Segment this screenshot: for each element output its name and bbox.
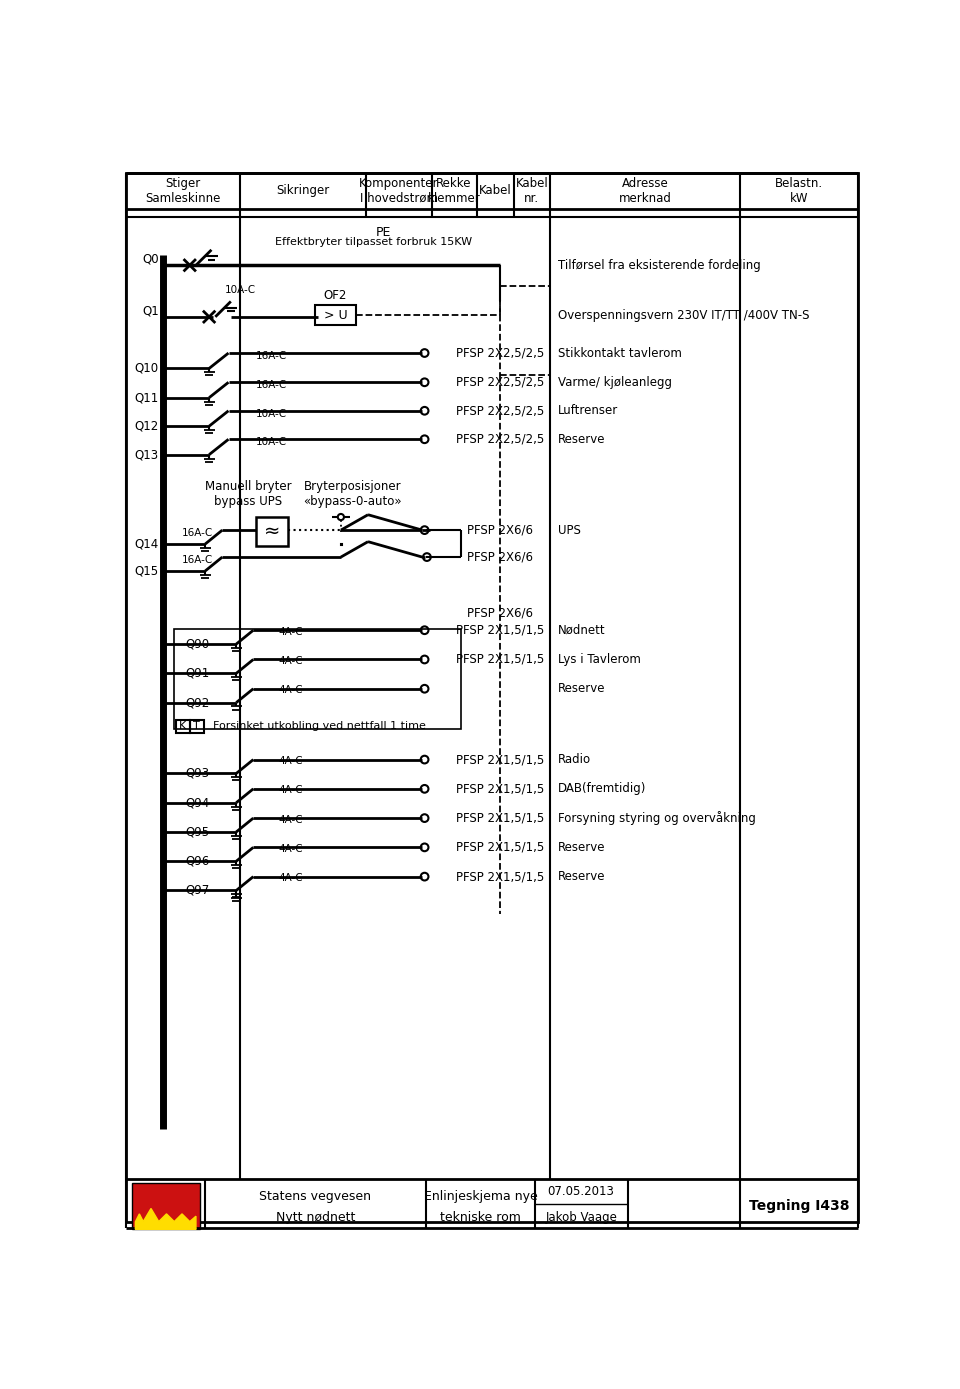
Text: Radio: Radio — [558, 753, 591, 767]
Text: 16A-C: 16A-C — [181, 556, 213, 565]
Text: PFSP 2X6/6: PFSP 2X6/6 — [467, 607, 533, 619]
Text: Rekke
klemmer: Rekke klemmer — [427, 176, 480, 204]
Polygon shape — [135, 1221, 196, 1229]
Text: Q93: Q93 — [186, 767, 210, 781]
Text: Q14: Q14 — [134, 538, 158, 550]
Text: Q95: Q95 — [186, 825, 210, 839]
Text: Tilførsel fra eksisterende fordeling: Tilførsel fra eksisterende fordeling — [558, 258, 760, 272]
Text: PFSP 2X1,5/1,5: PFSP 2X1,5/1,5 — [456, 782, 544, 796]
Text: PFSP 2X2,5/2,5: PFSP 2X2,5/2,5 — [456, 404, 544, 417]
Bar — [132, 1183, 200, 1229]
Text: K: K — [180, 721, 186, 732]
Text: Manuell bryter
bypass UPS: Manuell bryter bypass UPS — [204, 481, 291, 508]
Bar — [315, 306, 355, 325]
Text: 10A-C: 10A-C — [255, 438, 287, 447]
Text: Q91: Q91 — [186, 667, 210, 679]
Text: Stikkontakt tavlerom: Stikkontakt tavlerom — [558, 346, 682, 360]
Text: Adresse
merknad: Adresse merknad — [618, 176, 671, 204]
Text: Q94: Q94 — [186, 796, 210, 810]
Text: ≈: ≈ — [264, 522, 280, 542]
Text: 10A-C: 10A-C — [255, 408, 287, 419]
Text: Reserve: Reserve — [558, 840, 606, 854]
Bar — [175, 629, 461, 729]
Text: Forsinket utkobling ved nettfall 1 time: Forsinket utkobling ved nettfall 1 time — [213, 721, 426, 732]
Text: PFSP 2X2,5/2,5: PFSP 2X2,5/2,5 — [456, 346, 544, 360]
Text: 16A-C: 16A-C — [181, 528, 213, 538]
Text: Q13: Q13 — [134, 449, 158, 461]
Text: Q11: Q11 — [134, 392, 158, 404]
Text: 4A-C: 4A-C — [278, 685, 302, 696]
Bar — [190, 720, 204, 733]
Text: PFSP 2X1,5/1,5: PFSP 2X1,5/1,5 — [456, 811, 544, 825]
Text: 4A-C: 4A-C — [278, 756, 302, 767]
Text: Q90: Q90 — [186, 638, 210, 650]
Text: 4A-C: 4A-C — [278, 874, 302, 883]
Text: Enlinjeskjema nye: Enlinjeskjema nye — [423, 1189, 538, 1203]
Text: Bryterposisjoner
«bypass-0-auto»: Bryterposisjoner «bypass-0-auto» — [303, 481, 402, 508]
Text: Reserve: Reserve — [558, 433, 606, 446]
Text: Kabel: Kabel — [479, 185, 512, 197]
Text: Luftrenser: Luftrenser — [558, 404, 618, 417]
Text: 4A-C: 4A-C — [278, 656, 302, 665]
Text: Nødnett: Nødnett — [558, 624, 606, 636]
Text: PFSP 2X1,5/1,5: PFSP 2X1,5/1,5 — [456, 624, 544, 636]
Text: Q12: Q12 — [134, 419, 158, 432]
Text: Jakob Vaage: Jakob Vaage — [545, 1211, 617, 1224]
Text: Varme/ kjøleanlegg: Varme/ kjøleanlegg — [558, 376, 672, 389]
Text: Forsyning styring og overvåkning: Forsyning styring og overvåkning — [558, 811, 756, 825]
Text: Sikringer: Sikringer — [276, 185, 330, 197]
Text: Q1: Q1 — [142, 304, 158, 317]
Text: Belastn.
kW: Belastn. kW — [775, 176, 823, 204]
Text: 07.05.2013: 07.05.2013 — [548, 1185, 614, 1199]
Text: 10A-C: 10A-C — [225, 285, 255, 294]
Text: Kabel
nr.: Kabel nr. — [516, 176, 548, 204]
Text: Q92: Q92 — [186, 696, 210, 710]
Text: PFSP 2X1,5/1,5: PFSP 2X1,5/1,5 — [456, 840, 544, 854]
Text: Komponenter
I hovedstrøm: Komponenter I hovedstrøm — [359, 176, 439, 204]
Text: 4A-C: 4A-C — [278, 626, 302, 636]
Text: Lys i Tavlerom: Lys i Tavlerom — [558, 653, 640, 665]
Text: 4A-C: 4A-C — [278, 814, 302, 825]
Text: Q0: Q0 — [142, 253, 158, 265]
Text: Q96: Q96 — [186, 854, 210, 868]
Text: Effektbryter tilpasset forbruk 15KW: Effektbryter tilpasset forbruk 15KW — [275, 238, 472, 247]
Text: PFSP 2X6/6: PFSP 2X6/6 — [467, 524, 533, 536]
Text: DAB(fremtidig): DAB(fremtidig) — [558, 782, 646, 796]
Bar — [255, 517, 288, 546]
Text: PFSP 2X1,5/1,5: PFSP 2X1,5/1,5 — [456, 653, 544, 665]
Text: tekniske rom: tekniske rom — [440, 1211, 521, 1224]
Bar — [176, 720, 190, 733]
Text: Nytt nødnett: Nytt nødnett — [276, 1211, 355, 1224]
Text: PFSP 2X2,5/2,5: PFSP 2X2,5/2,5 — [456, 433, 544, 446]
Text: Stiger
Samleskinne: Stiger Samleskinne — [146, 176, 221, 204]
Polygon shape — [135, 1208, 196, 1229]
Text: PFSP 2X1,5/1,5: PFSP 2X1,5/1,5 — [456, 870, 544, 883]
Text: Q15: Q15 — [134, 564, 158, 578]
Text: 4A-C: 4A-C — [278, 845, 302, 854]
Text: 4A-C: 4A-C — [278, 785, 302, 796]
Text: Q10: Q10 — [134, 363, 158, 375]
Text: 16A-C: 16A-C — [255, 381, 287, 390]
Text: PFSP 2X1,5/1,5: PFSP 2X1,5/1,5 — [456, 753, 544, 767]
Text: PE: PE — [375, 226, 391, 239]
Text: UPS: UPS — [558, 524, 581, 536]
Text: Reserve: Reserve — [558, 870, 606, 883]
Text: PFSP 2X2,5/2,5: PFSP 2X2,5/2,5 — [456, 376, 544, 389]
Text: Q97: Q97 — [186, 883, 210, 897]
Text: T: T — [193, 721, 200, 732]
Text: PFSP 2X6/6: PFSP 2X6/6 — [467, 550, 533, 564]
Text: 16A-C: 16A-C — [255, 351, 287, 361]
Text: > U: > U — [324, 308, 348, 322]
Text: Overspenningsvern 230V IT/TT /400V TN-S: Overspenningsvern 230V IT/TT /400V TN-S — [558, 308, 809, 322]
Text: Statens vegvesen: Statens vegvesen — [259, 1189, 372, 1203]
Text: Reserve: Reserve — [558, 682, 606, 696]
Text: OF2: OF2 — [324, 289, 348, 301]
Text: Tegning I438: Tegning I438 — [749, 1199, 850, 1213]
